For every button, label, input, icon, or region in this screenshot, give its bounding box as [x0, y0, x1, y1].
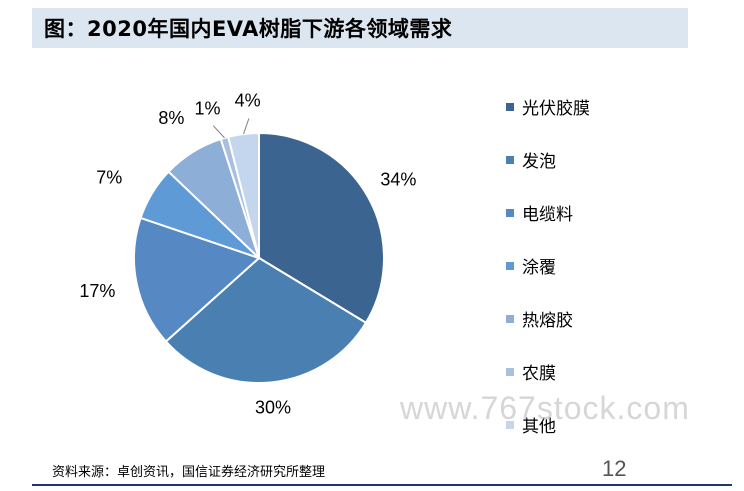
legend-item-6: 农膜 [506, 345, 590, 398]
chart-title: 图：2020年国内EVA树脂下游各领域需求 [44, 17, 453, 41]
legend-swatch-4 [506, 261, 514, 270]
pie-slice-1 [258, 131, 385, 325]
legend-item-5: 热熔胶 [506, 292, 590, 345]
legend-item-4: 涂覆 [506, 239, 590, 292]
pie-slice-3 [133, 216, 261, 343]
leader-line-6 [212, 125, 225, 139]
data-label-1: 34% [380, 169, 416, 189]
legend-swatch-5 [506, 314, 514, 323]
legend-item-3: 电缆料 [506, 186, 590, 239]
legend-item-1: 光伏胶膜 [506, 80, 590, 133]
data-label-4: 7% [96, 168, 122, 188]
leader-line-7 [243, 118, 250, 135]
chart-legend: 光伏胶膜发泡电缆料涂覆热熔胶农膜其他 [506, 80, 590, 451]
leader-lines [212, 118, 250, 139]
legend-swatch-7 [506, 420, 514, 429]
legend-label-4: 涂覆 [522, 258, 556, 278]
data-label-7: 4% [235, 90, 261, 110]
source-note: 资料来源：卓创资讯，国信证券经济研究所整理 [52, 465, 326, 480]
legend-label-6: 农膜 [522, 364, 556, 384]
data-label-2: 30% [255, 397, 291, 417]
data-label-3: 17% [79, 281, 115, 301]
footer-divider [32, 484, 732, 486]
legend-item-2: 发泡 [506, 133, 590, 186]
legend-label-7: 其他 [522, 417, 556, 437]
legend-swatch-1 [506, 102, 514, 111]
legend-label-5: 热熔胶 [522, 311, 573, 331]
page-number: 12 [602, 456, 627, 481]
data-labels: 34% 30% 17% 7% 8% 1% 4% [79, 90, 416, 417]
data-label-5: 8% [158, 108, 184, 128]
watermark: www.767stock.com [400, 390, 690, 426]
legend-label-2: 发泡 [522, 152, 556, 172]
pie-slices [133, 131, 385, 384]
legend-label-3: 电缆料 [522, 205, 573, 225]
legend-label-1: 光伏胶膜 [522, 99, 590, 119]
legend-swatch-6 [506, 367, 514, 376]
data-label-6: 1% [194, 99, 220, 119]
pie-slice-2 [164, 256, 368, 384]
legend-swatch-3 [506, 208, 514, 217]
title-bar: 图：2020年国内EVA树脂下游各领域需求 [32, 8, 688, 48]
legend-item-7: 其他 [506, 398, 590, 451]
legend-swatch-2 [506, 155, 514, 164]
